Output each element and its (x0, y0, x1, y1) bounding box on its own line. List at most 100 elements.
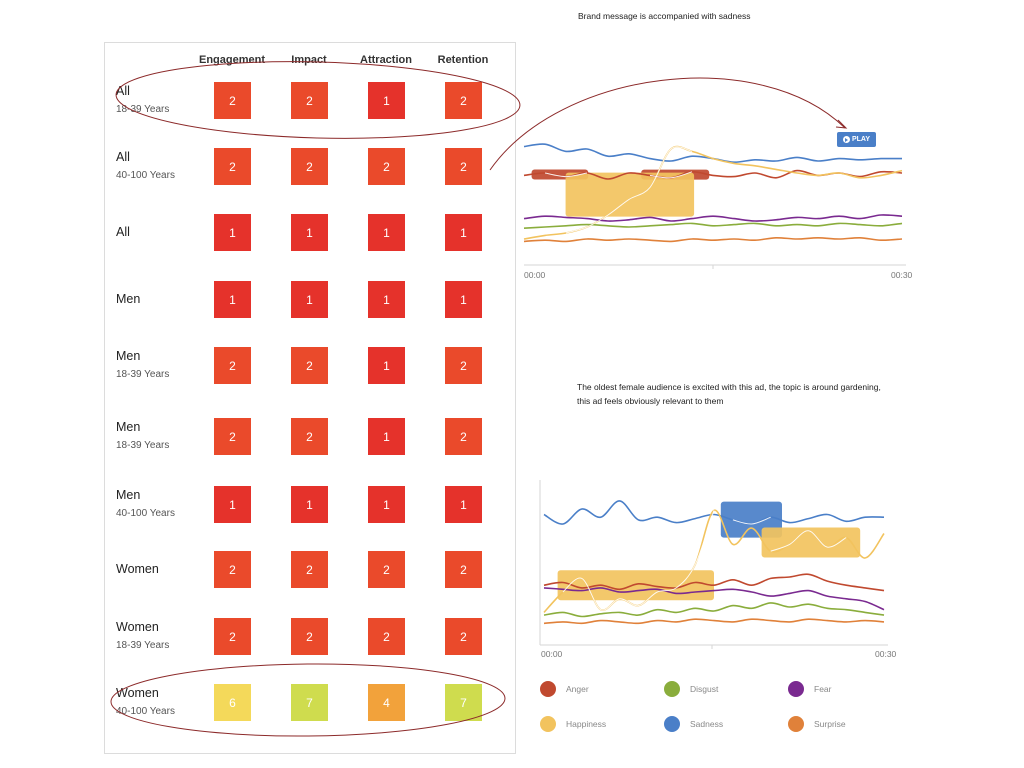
age-label: 18-39 Years (116, 104, 170, 115)
score-cell: 1 (291, 486, 328, 523)
score-cell: 1 (214, 486, 251, 523)
legend-label: Anger (566, 684, 589, 694)
age-label: 18-39 Years (116, 640, 170, 651)
series-sadness (543, 500, 885, 525)
score-cell: 1 (291, 281, 328, 318)
column-header: Attraction (360, 54, 412, 66)
score-cell: 2 (368, 618, 405, 655)
score-cell: 2 (214, 148, 251, 185)
legend-label: Surprise (814, 719, 846, 729)
highlight-line (562, 510, 715, 611)
emotion-chart-bottom (539, 480, 888, 649)
score-cell: 2 (214, 418, 251, 455)
legend-item: Disgust (664, 681, 718, 697)
legend-swatch (788, 681, 804, 697)
segment-label: Women (116, 686, 159, 700)
score-cell: 1 (368, 281, 405, 318)
series-anger (543, 573, 885, 592)
series-fear (523, 214, 903, 222)
segment-label: Men (116, 349, 141, 363)
score-cell: 2 (368, 551, 405, 588)
age-label: 40-100 Years (116, 508, 175, 519)
age-label: 18-39 Years (116, 440, 170, 451)
series-surprise (543, 618, 885, 625)
segment-label: Women (116, 562, 159, 576)
score-cell: 7 (445, 684, 482, 721)
row-label: Women 40-100 Years (116, 686, 175, 717)
segment-label: All (116, 150, 130, 164)
play-label: PLAY (851, 136, 871, 143)
highlight-line (649, 171, 693, 179)
series-disgust (543, 602, 885, 618)
highlight-happiness (565, 172, 695, 217)
score-cell: 2 (445, 347, 482, 384)
highlight-line (544, 172, 588, 178)
score-cell: 1 (368, 347, 405, 384)
score-cell: 6 (214, 684, 251, 721)
score-cell: 7 (291, 684, 328, 721)
row-label: Women 18-39 Years (116, 620, 169, 651)
score-cell: 2 (291, 148, 328, 185)
score-cell: 1 (368, 418, 405, 455)
legend-item: Happiness (540, 716, 606, 732)
legend-item: Fear (788, 681, 831, 697)
row-label: All 40-100 Years (116, 150, 175, 181)
x-tick-end-bottom: 00:30 (875, 649, 897, 659)
annotation-bottom: The oldest female audience is excited wi… (577, 382, 881, 406)
score-cell: 4 (368, 684, 405, 721)
score-cell: 2 (368, 148, 405, 185)
row-label: All 18-39 Years (116, 84, 169, 115)
score-cell: 2 (445, 551, 482, 588)
segment-label: Men (116, 420, 141, 434)
score-cell: 1 (445, 486, 482, 523)
score-cell: 2 (291, 551, 328, 588)
legend-swatch (664, 681, 680, 697)
score-cell: 2 (445, 148, 482, 185)
legend-label: Fear (814, 684, 832, 694)
age-label: 40-100 Years (116, 706, 175, 717)
row-label: Men 40-100 Years (116, 488, 175, 519)
score-cell: 1 (445, 214, 482, 251)
annotation-top: Brand message is accompanied with sadnes… (578, 11, 751, 21)
legend-swatch (788, 716, 804, 732)
row-label: All (116, 225, 130, 239)
series-surprise (523, 236, 903, 243)
legend-swatch (664, 716, 680, 732)
row-label: Men 18-39 Years (116, 420, 169, 451)
score-cell: 1 (368, 486, 405, 523)
column-header: Impact (291, 54, 327, 66)
segment-label: Men (116, 488, 141, 502)
legend-swatch (540, 716, 556, 732)
score-cell: 1 (291, 214, 328, 251)
age-label: 18-39 Years (116, 369, 170, 380)
column-header: Engagement (198, 54, 265, 66)
score-cell: 1 (214, 281, 251, 318)
series-disgust (523, 222, 903, 229)
row-label: Men (116, 292, 140, 306)
emotion-chart-top (523, 143, 906, 269)
legend-label: Happiness (566, 719, 607, 729)
score-cell: 2 (291, 418, 328, 455)
legend-item: Surprise (788, 716, 846, 732)
age-label: 40-100 Years (116, 170, 175, 181)
segment-label: Men (116, 292, 141, 306)
score-cell: 1 (445, 281, 482, 318)
row-label: Men 18-39 Years (116, 349, 169, 380)
legend-swatch (540, 681, 556, 697)
score-cell: 2 (291, 347, 328, 384)
play-circle-icon (842, 136, 850, 143)
score-cell: 2 (291, 82, 328, 119)
legend-item: Sadness (664, 716, 723, 732)
x-tick-start-bottom: 00:00 (541, 649, 563, 659)
legend-label: Sadness (690, 719, 724, 729)
score-cell: 2 (445, 618, 482, 655)
score-cell: 2 (214, 82, 251, 119)
row-label: Women (116, 562, 159, 576)
score-cell: 1 (368, 214, 405, 251)
score-cell: 1 (368, 82, 405, 119)
score-cell: 2 (291, 618, 328, 655)
highlight-happiness (761, 527, 861, 558)
play-button[interactable]: PLAY (837, 132, 876, 147)
segment-label: All (116, 84, 130, 98)
legend-label: Disgust (690, 684, 719, 694)
